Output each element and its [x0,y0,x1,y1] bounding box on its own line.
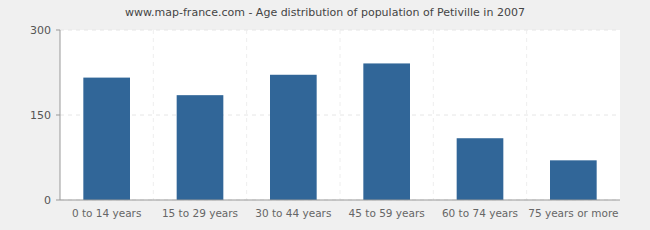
y-tick [56,200,60,201]
x-axis [60,200,620,201]
title: www.map-france.com - Age distribution of… [125,6,525,19]
x-tick-label: 45 to 59 years [349,207,425,219]
grid-line-vertical [433,30,434,200]
grid-line-vertical [153,30,154,200]
x-tick-label: 75 years or more [528,207,618,219]
y-tick [56,115,60,116]
chart-container: www.map-france.com - Age distribution of… [0,0,650,230]
y-tick-label: 0 [44,194,51,207]
y-tick-label: 150 [30,109,51,122]
chart-svg: www.map-france.com - Age distribution of… [0,0,650,230]
grid-line-vertical [340,30,341,200]
grid-line-vertical [246,30,247,200]
grid-line [60,115,620,116]
bar [550,160,597,200]
grid-line-vertical [526,30,527,200]
y-tick-label: 300 [30,24,51,37]
bar [363,63,410,200]
x-tick-label: 60 to 74 years [442,207,518,219]
bar [177,95,224,200]
bar [457,138,504,200]
bar [83,78,130,200]
plot-area [60,30,620,200]
x-tick-label: 30 to 44 years [255,207,331,219]
bars [83,63,596,200]
background [0,0,650,230]
y-tick [56,30,60,31]
x-tick-label: 0 to 14 years [72,207,142,219]
bar [270,75,317,200]
grid-line [60,200,620,201]
x-tick-label: 15 to 29 years [162,207,238,219]
